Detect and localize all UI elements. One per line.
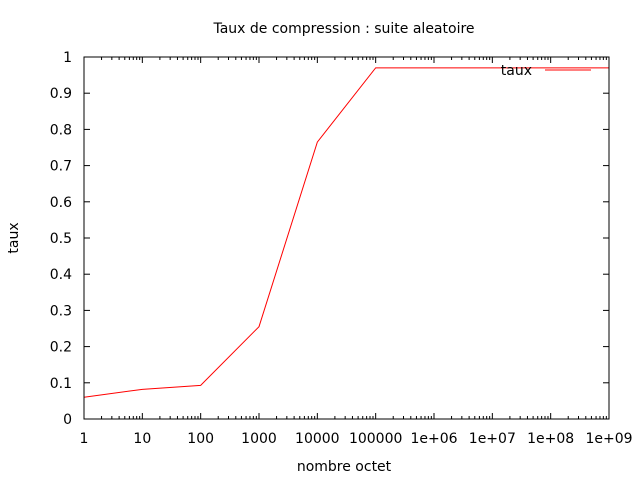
- plot-frame: [83, 56, 610, 420]
- x-tick-label: 10000: [295, 431, 340, 447]
- x-tick-label: 100: [187, 431, 214, 447]
- y-tick-label: 0.1: [50, 376, 72, 392]
- x-tick-label: 1e+08: [527, 431, 574, 447]
- legend-label: taux: [501, 63, 532, 79]
- x-tick-label: 1e+07: [469, 431, 516, 447]
- y-tick-label: 0: [63, 412, 72, 428]
- y-tick-label: 0.7: [50, 159, 72, 175]
- series-group: [83, 67, 609, 398]
- y-tick-label: 0.4: [50, 267, 72, 283]
- x-tick-label: 10: [133, 431, 151, 447]
- x-axis-label: nombre octet: [297, 459, 392, 475]
- x-tick-label: 100000: [349, 431, 402, 447]
- y-tick-label: 0.8: [50, 122, 72, 138]
- x-tick-label: 1e+09: [585, 431, 632, 447]
- y-tick-label: 0.5: [50, 231, 72, 247]
- y-tick-label: 1: [63, 50, 72, 66]
- axis-ticks: 0 0.1 0.2 0.3 0.4 0.5 0.6 0.7 0.8 0.9 1 1 10 100 1000 1…: [50, 50, 633, 447]
- series-line-taux: [83, 67, 609, 398]
- x-tick-label: 1: [80, 431, 89, 447]
- chart-title: Taux de compression : suite aleatoire: [212, 21, 474, 37]
- y-tick-label: 0.6: [50, 195, 72, 211]
- y-tick-label: 0.2: [50, 340, 72, 356]
- y-tick-label: 0.9: [50, 86, 72, 102]
- legend: taux: [501, 63, 591, 79]
- y-axis-label: taux: [6, 222, 22, 253]
- y-tick-label: 0.3: [50, 303, 72, 319]
- x-tick-label: 1e+06: [410, 431, 457, 447]
- x-tick-label: 1000: [241, 431, 277, 447]
